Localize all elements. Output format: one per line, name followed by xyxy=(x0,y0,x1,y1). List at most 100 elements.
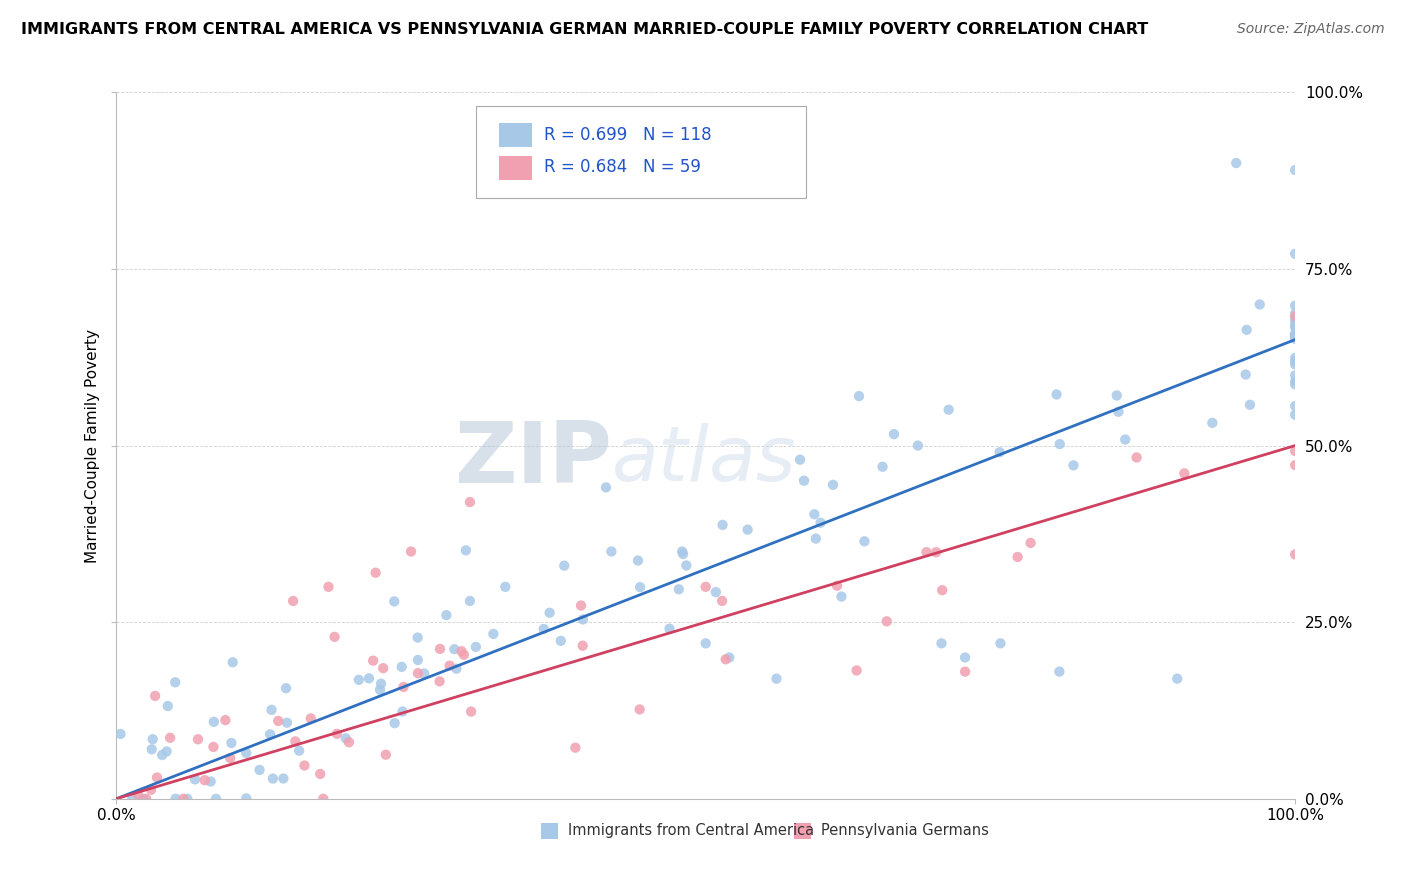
Point xyxy=(450,644,472,658)
Point xyxy=(1166,672,1188,686)
Point xyxy=(370,676,392,690)
Point xyxy=(1047,665,1070,679)
Point xyxy=(1284,319,1306,334)
Point xyxy=(260,703,283,717)
Point xyxy=(538,606,561,620)
Point xyxy=(214,713,236,727)
Point xyxy=(318,580,340,594)
Point xyxy=(672,547,695,561)
Point xyxy=(132,791,155,805)
Point xyxy=(361,654,384,668)
Point xyxy=(1201,416,1223,430)
Point xyxy=(848,389,870,403)
Point xyxy=(714,652,737,666)
Text: Pennsylvania Germans: Pennsylvania Germans xyxy=(821,823,988,838)
Point xyxy=(337,735,360,749)
Point xyxy=(1105,388,1128,402)
Point xyxy=(533,622,555,636)
Point xyxy=(793,474,815,488)
Point xyxy=(572,612,595,626)
Point xyxy=(825,579,848,593)
Point xyxy=(454,543,477,558)
Point xyxy=(150,747,173,762)
Point xyxy=(165,791,187,805)
Point xyxy=(413,666,436,681)
Point xyxy=(1284,319,1306,334)
Point xyxy=(1284,368,1306,383)
Point xyxy=(176,791,198,805)
Point xyxy=(1284,163,1306,178)
Point xyxy=(259,727,281,741)
Point xyxy=(368,682,391,697)
Point xyxy=(219,751,242,765)
Point xyxy=(931,636,953,650)
Point xyxy=(571,639,593,653)
Point xyxy=(276,715,298,730)
Point xyxy=(1284,351,1306,365)
Point xyxy=(1284,306,1306,320)
Point xyxy=(110,727,132,741)
Point xyxy=(1284,444,1306,458)
Text: atlas: atlas xyxy=(612,423,796,497)
Text: Immigrants from Central America: Immigrants from Central America xyxy=(568,823,814,838)
Point xyxy=(202,714,225,729)
Point xyxy=(172,791,194,805)
Point xyxy=(1249,297,1271,311)
Point xyxy=(628,580,651,594)
Point xyxy=(931,583,953,598)
Point xyxy=(830,590,852,604)
Point xyxy=(1236,323,1258,337)
Point xyxy=(165,675,187,690)
Point xyxy=(671,544,693,558)
Point xyxy=(1284,309,1306,323)
Point xyxy=(434,608,457,623)
Point xyxy=(564,740,586,755)
Point xyxy=(335,731,357,746)
Point xyxy=(1049,437,1071,451)
Point xyxy=(262,772,284,786)
Point xyxy=(675,558,697,573)
Point xyxy=(1284,328,1306,343)
Point xyxy=(668,582,690,597)
Point xyxy=(184,772,207,787)
Point xyxy=(1284,375,1306,389)
Point xyxy=(391,705,413,719)
Point xyxy=(364,566,387,580)
Point xyxy=(550,633,572,648)
Point xyxy=(127,788,149,802)
Point xyxy=(658,622,681,636)
Point xyxy=(458,495,481,509)
Point xyxy=(569,599,592,613)
Point xyxy=(453,648,475,662)
Point xyxy=(139,782,162,797)
Point xyxy=(482,627,505,641)
Point xyxy=(628,702,651,716)
Point xyxy=(323,630,346,644)
Point xyxy=(789,452,811,467)
Point xyxy=(494,580,516,594)
Point xyxy=(711,517,734,532)
Point xyxy=(288,744,311,758)
Point xyxy=(146,771,169,785)
Point xyxy=(443,642,465,657)
Point xyxy=(1173,467,1195,481)
Point xyxy=(439,658,461,673)
Y-axis label: Married-Couple Family Poverty: Married-Couple Family Poverty xyxy=(86,328,100,563)
Point xyxy=(821,478,844,492)
Point xyxy=(121,791,143,805)
Point xyxy=(135,791,157,805)
Point xyxy=(392,680,415,694)
Point xyxy=(803,508,825,522)
Point xyxy=(1284,311,1306,326)
Point xyxy=(711,594,734,608)
Point xyxy=(1225,156,1247,170)
Point xyxy=(737,523,759,537)
Point xyxy=(326,727,349,741)
Point xyxy=(695,580,717,594)
Point xyxy=(627,553,650,567)
Point xyxy=(907,439,929,453)
Point xyxy=(464,640,486,654)
Point xyxy=(141,742,163,756)
Point xyxy=(235,746,257,760)
Point xyxy=(1284,247,1306,261)
